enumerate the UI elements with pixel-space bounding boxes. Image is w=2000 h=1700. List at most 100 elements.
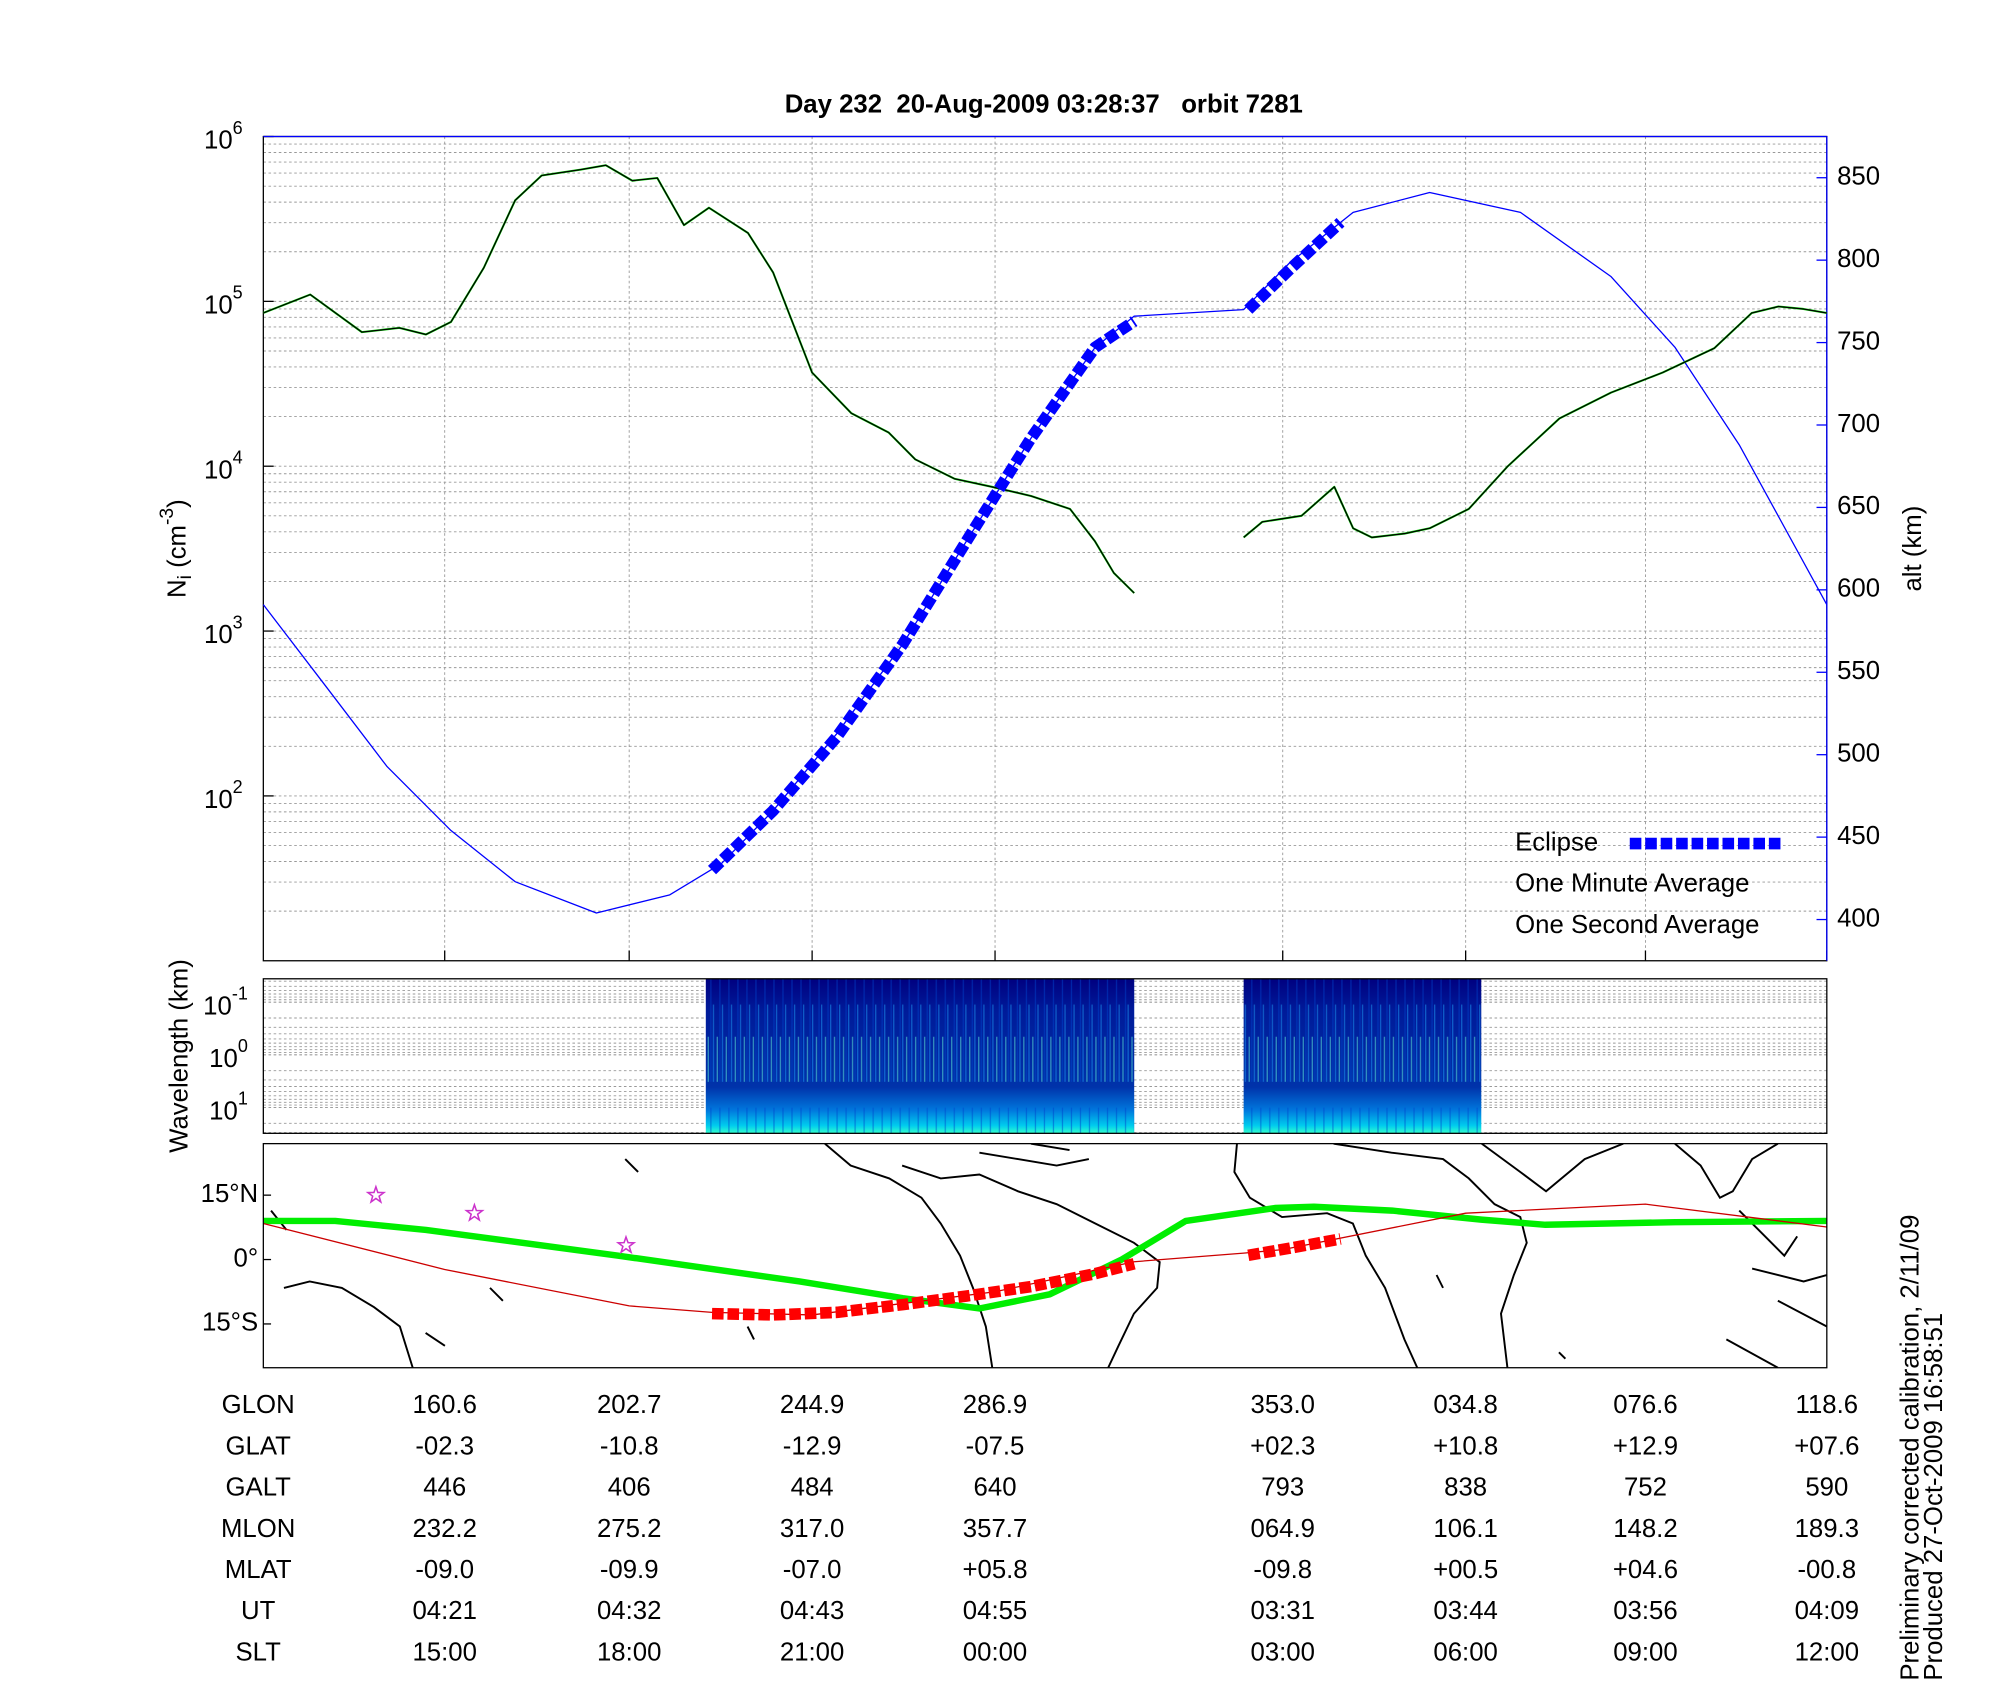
y-tick-base: 10 <box>203 992 232 1020</box>
legend-label: One Second Average <box>1515 911 1759 939</box>
legend-label: Eclipse <box>1515 828 1598 856</box>
y2-tick-label: 500 <box>1837 739 1880 767</box>
y-tick-label: 10-1 <box>203 983 248 1020</box>
y2-tick-label: 600 <box>1837 575 1880 603</box>
series-line <box>263 164 1827 594</box>
table-cell: 275.2 <box>597 1515 661 1543</box>
y-tick-label: 101 <box>209 1088 248 1125</box>
table-cell: -07.5 <box>966 1432 1025 1460</box>
y-tick-base: 10 <box>204 621 233 649</box>
spectrogram-texture <box>705 978 1135 1134</box>
y2-tick-label: 800 <box>1837 245 1880 273</box>
table-cell: -07.0 <box>783 1556 842 1584</box>
y2-tick-label: 450 <box>1837 822 1880 850</box>
y-tick-label: 15°S <box>202 1309 258 1337</box>
y-tick-exponent: 2 <box>233 777 243 797</box>
table-cell: 15:00 <box>412 1638 476 1666</box>
table-cell: 793 <box>1261 1474 1304 1502</box>
spectrogram-texture <box>1243 978 1482 1134</box>
table-cell: -10.8 <box>600 1432 659 1460</box>
table-cell: 189.3 <box>1795 1515 1859 1543</box>
y-tick-exponent: 1 <box>238 1088 248 1108</box>
table-cell: 00:00 <box>963 1638 1027 1666</box>
table-cell: 03:00 <box>1250 1638 1314 1666</box>
y2-tick-label: 850 <box>1837 163 1880 191</box>
footnote: Preliminary corrected calibration, 2/11/… <box>1897 1215 1925 1681</box>
table-cell: 148.2 <box>1613 1515 1677 1543</box>
table-cell: 353.0 <box>1250 1391 1314 1419</box>
y-tick-exponent: 6 <box>233 118 243 138</box>
y2-tick-label: 650 <box>1837 492 1880 520</box>
table-cell: 752 <box>1624 1474 1667 1502</box>
y-axis-label-part: N <box>163 579 191 598</box>
table-cell: 232.2 <box>412 1515 476 1543</box>
table-cell: +05.8 <box>962 1556 1027 1584</box>
table-cell: 064.9 <box>1250 1515 1314 1543</box>
table-cell: -00.8 <box>1797 1556 1856 1584</box>
track-line <box>263 1203 1827 1312</box>
table-cell: 202.7 <box>597 1391 661 1419</box>
row-label: GLAT <box>226 1432 292 1460</box>
table-cell: 21:00 <box>780 1638 844 1666</box>
y-tick-label: 0° <box>234 1244 259 1272</box>
star-marker <box>365 1184 387 1204</box>
table-cell: 244.9 <box>780 1391 844 1419</box>
y2-tick-label: 550 <box>1837 657 1880 685</box>
series-line <box>262 191 1828 914</box>
table-cell: 406 <box>608 1474 651 1502</box>
table-cell: 03:56 <box>1613 1597 1677 1625</box>
table-cell: 838 <box>1444 1474 1487 1502</box>
y-tick-label: 104 <box>204 447 243 484</box>
legend-label: One Minute Average <box>1515 870 1749 898</box>
table-cell: 106.1 <box>1433 1515 1497 1543</box>
y-tick-label: 105 <box>204 282 243 319</box>
table-cell: 04:32 <box>597 1597 661 1625</box>
table-cell: 09:00 <box>1613 1638 1677 1666</box>
table-cell: 286.9 <box>963 1391 1027 1419</box>
table-cell: -09.9 <box>600 1556 659 1584</box>
plot-frame <box>262 1142 1828 1369</box>
y-axis-label-part: -3 <box>157 508 178 525</box>
y-tick-exponent: -1 <box>232 983 248 1003</box>
table-cell: 357.7 <box>963 1515 1027 1543</box>
table-cell: 04:55 <box>963 1597 1027 1625</box>
row-label: MLAT <box>225 1556 292 1584</box>
table-cell: +00.5 <box>1433 1556 1498 1584</box>
y-axis-label: Ni (cm-3) <box>157 499 196 598</box>
table-cell: 118.6 <box>1796 1391 1859 1419</box>
table-cell: +04.6 <box>1613 1556 1678 1584</box>
star-marker <box>615 1234 637 1255</box>
y-tick-base: 10 <box>204 291 233 319</box>
y-tick-exponent: 0 <box>238 1036 248 1056</box>
y2-tick-label: 750 <box>1837 327 1880 355</box>
row-label: SLT <box>236 1638 282 1666</box>
table-cell: 640 <box>974 1474 1017 1502</box>
table-cell: 04:21 <box>412 1597 476 1625</box>
series-line <box>707 218 1345 875</box>
y-tick-label: 15°N <box>201 1180 259 1208</box>
y2-tick-label: 400 <box>1837 904 1880 932</box>
row-label: MLON <box>221 1515 295 1543</box>
table-cell: 590 <box>1805 1474 1848 1502</box>
y-axis-label-part: i <box>175 575 196 579</box>
table-cell: 04:09 <box>1795 1597 1859 1625</box>
table-cell: 446 <box>423 1474 466 1502</box>
table-cell: 04:43 <box>780 1597 844 1625</box>
footnote: Produced 27-Oct-2009 16:58:51 <box>1920 1313 1948 1681</box>
table-cell: 076.6 <box>1613 1391 1677 1419</box>
y-tick-base: 10 <box>209 1097 238 1125</box>
y2-tick-label: 700 <box>1837 410 1880 438</box>
y-tick-base: 10 <box>209 1045 238 1073</box>
row-label: GALT <box>226 1474 292 1502</box>
table-cell: +10.8 <box>1433 1432 1498 1460</box>
table-cell: +02.3 <box>1250 1432 1315 1460</box>
y-tick-label: 100 <box>209 1036 248 1073</box>
y-axis-label: Wavelength (km) <box>166 959 194 1153</box>
y-axis-label-part: ) <box>163 499 191 508</box>
table-cell: 034.8 <box>1433 1391 1497 1419</box>
y-tick-base: 10 <box>204 456 233 484</box>
y-tick-label: 106 <box>204 118 243 155</box>
row-label: UT <box>241 1597 276 1625</box>
star-marker <box>464 1202 485 1222</box>
table-cell: 06:00 <box>1433 1638 1497 1666</box>
